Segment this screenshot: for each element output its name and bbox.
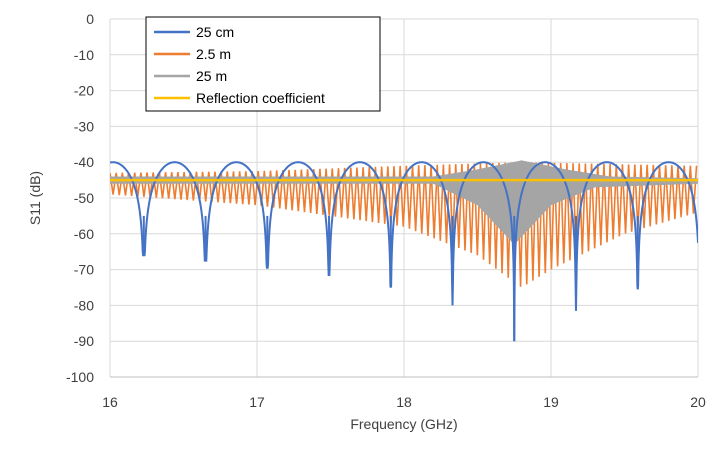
x-tick-label: 19: [543, 394, 559, 410]
y-tick-label: -90: [74, 333, 94, 349]
y-tick-label: -40: [74, 154, 94, 170]
legend: 25 cm 2.5 m 25 m Reflection coefficient: [145, 16, 381, 112]
x-tick-label: 16: [102, 394, 118, 410]
y-tick-label: 0: [86, 11, 94, 27]
legend-label-25-cm: 25 cm: [196, 24, 234, 40]
x-tick-label: 20: [690, 394, 706, 410]
y-tick-label: -20: [74, 83, 94, 99]
legend-label-2-5-m: 2.5 m: [196, 46, 231, 62]
y-axis-label: S11 (dB): [27, 171, 43, 225]
y-tick-label: -70: [74, 262, 94, 278]
x-tick-label: 18: [396, 394, 412, 410]
legend-label-reflection-coefficient: Reflection coefficient: [196, 90, 325, 106]
y-tick-label: -60: [74, 226, 94, 242]
x-axis-label: Frequency (GHz): [350, 416, 457, 432]
y-tick-label: -10: [74, 47, 94, 63]
x-tick-label: 17: [249, 394, 265, 410]
series-layer: [110, 160, 698, 342]
y-tick-label: -80: [74, 297, 94, 313]
y-tick-label: -100: [66, 369, 94, 385]
y-tick-labels: 0 -10 -20 -30 -40 -50 -60 -70 -80 -90 -100: [66, 11, 94, 385]
y-tick-label: -50: [74, 190, 94, 206]
series-line-25-cm: [110, 161, 698, 342]
legend-label-25-m: 25 m: [196, 68, 227, 84]
y-tick-label: -30: [74, 118, 94, 134]
x-tick-labels: 16 17 18 19 20: [102, 394, 706, 410]
